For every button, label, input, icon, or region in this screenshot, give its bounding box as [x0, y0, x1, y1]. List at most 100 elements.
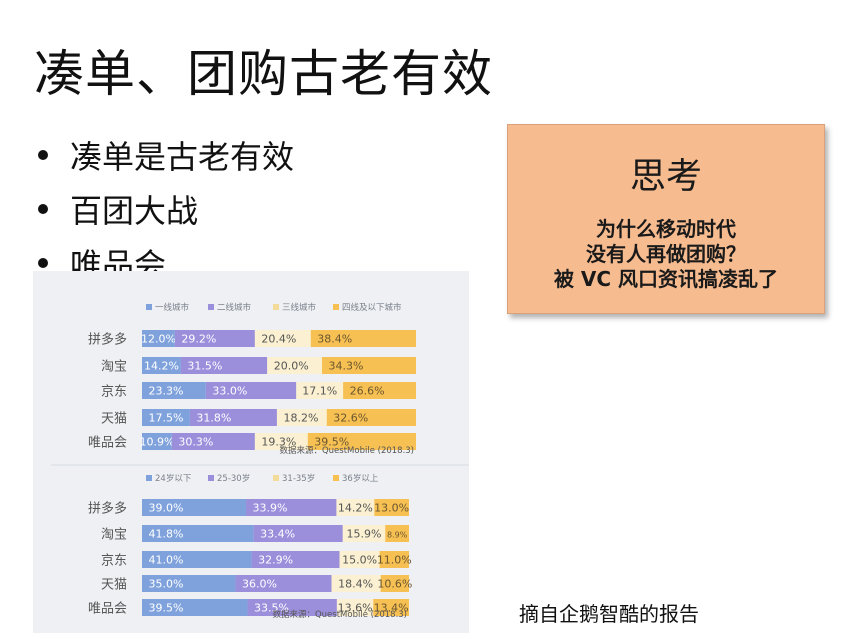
bar-segment — [373, 599, 409, 616]
data-label: 26.6% — [350, 385, 385, 398]
bar-segment — [380, 575, 409, 592]
data-label: 39.0% — [149, 502, 184, 515]
bar-segment — [267, 357, 323, 374]
bullet-dot-icon — [38, 258, 48, 268]
chart-source: 数据来源：QuestMobile (2018.3) — [272, 609, 407, 620]
data-label: 39.5% — [314, 436, 349, 449]
chart-panel: 一线城市 二线城市 三线城市 四线及以下城市 拼多多 12.0% 29.2% 20.4% 38.… — [33, 271, 469, 633]
bar-segment — [142, 433, 172, 450]
category-label: 唯品会 — [88, 436, 127, 451]
legend-swatch — [333, 304, 339, 310]
legend-label: 二线城市 — [217, 302, 252, 313]
data-label: 14.2% — [144, 360, 179, 373]
data-label: 31.5% — [187, 360, 222, 373]
bar-segment — [189, 409, 277, 426]
bar-segment — [142, 599, 248, 616]
think-box-title: 思考 — [629, 156, 702, 197]
data-label: 36.0% — [242, 578, 277, 591]
legend-swatch — [273, 475, 279, 481]
bar-segment — [246, 499, 337, 516]
bar-segment — [247, 599, 337, 616]
bar-segment — [276, 409, 327, 426]
data-label: 33.0% — [212, 385, 247, 398]
data-label: 18.2% — [283, 412, 318, 425]
data-label: 34.3% — [329, 360, 364, 373]
bar-segment — [142, 357, 181, 374]
bar-segment — [142, 525, 254, 542]
data-label: 8.9% — [387, 531, 408, 540]
data-label: 14.2% — [338, 502, 373, 515]
bullet-list: 凑单是古老有效 百团大战 唯品会 — [38, 128, 294, 290]
data-label: 33.9% — [253, 502, 288, 515]
legend-swatch — [273, 304, 279, 310]
bullet-text: 百团大战 — [70, 192, 199, 230]
bar-segment — [331, 575, 381, 592]
legend-label: 三线城市 — [282, 302, 317, 313]
bar-segment — [310, 330, 416, 347]
category-label: 淘宝 — [101, 528, 127, 543]
legend-swatch — [208, 475, 214, 481]
think-box-line: 没有人再做团购？ — [586, 242, 746, 266]
source-note: 摘自企鹅智酷的报告 — [519, 602, 699, 626]
bar-segment — [379, 551, 409, 568]
category-label: 天猫 — [101, 578, 127, 593]
legend-label: 25-30岁 — [217, 473, 250, 484]
think-box-line: 被 VC 风口资讯搞凌乱了 — [553, 267, 779, 291]
bar-segment — [374, 499, 409, 516]
bar-segment — [343, 382, 416, 399]
data-label: 35.0% — [149, 578, 184, 591]
bar-segment — [174, 330, 255, 347]
bar-segment — [326, 409, 416, 426]
data-label: 23.3% — [149, 385, 184, 398]
bar-segment — [336, 599, 374, 616]
category-label: 拼多多 — [88, 332, 127, 348]
legend-label: 31-35岁 — [282, 473, 315, 484]
data-label: 10.9% — [139, 436, 174, 449]
data-label: 15.9% — [347, 528, 382, 541]
data-label: 20.0% — [274, 360, 309, 373]
bullet-text: 凑单是古老有效 — [70, 138, 295, 176]
legend-swatch — [208, 304, 214, 310]
category-label: 京东 — [101, 385, 127, 400]
bar-segment — [336, 499, 375, 516]
bullet-item: 百团大战 — [38, 182, 294, 236]
bar-segment — [254, 433, 308, 450]
bar-segment — [251, 551, 340, 568]
data-label: 18.4% — [338, 578, 373, 591]
bar-segment — [342, 525, 386, 542]
legend-swatch — [146, 304, 152, 310]
data-label: 30.3% — [178, 436, 213, 449]
data-label: 13.4% — [374, 602, 409, 615]
data-label: 13.0% — [374, 502, 409, 515]
data-label: 31.8% — [196, 412, 231, 425]
bar-segment — [142, 330, 175, 347]
category-label: 淘宝 — [101, 360, 127, 375]
data-label: 17.5% — [148, 412, 183, 425]
data-label: 38.4% — [317, 333, 352, 346]
data-label: 11.0% — [377, 554, 412, 567]
bar-segment — [142, 382, 206, 399]
bar-segment — [322, 357, 416, 374]
bar-segment — [385, 525, 409, 542]
bar-segment — [253, 525, 343, 542]
data-label: 29.2% — [181, 333, 216, 346]
data-label: 33.4% — [260, 528, 295, 541]
data-label: 20.4% — [261, 333, 296, 346]
bar-segment — [235, 575, 332, 592]
bar-segment — [254, 330, 311, 347]
data-label: 33.5% — [254, 602, 289, 615]
chart-source: 数据来源：QuestMobile (2018.3) — [279, 445, 414, 456]
bar-segment — [307, 433, 416, 450]
legend-label: 一线城市 — [155, 302, 190, 313]
bar-segment — [171, 433, 255, 450]
slide-title: 凑单、团购古老有效 — [34, 45, 493, 103]
bar-segment — [142, 499, 247, 516]
bar-segment — [142, 575, 236, 592]
data-label: 32.9% — [258, 554, 293, 567]
category-label: 拼多多 — [88, 501, 127, 517]
bar-segment — [339, 551, 380, 568]
category-label: 唯品会 — [88, 602, 127, 617]
legend-label: 36岁以上 — [342, 473, 379, 484]
data-label: 13.6% — [338, 602, 373, 615]
